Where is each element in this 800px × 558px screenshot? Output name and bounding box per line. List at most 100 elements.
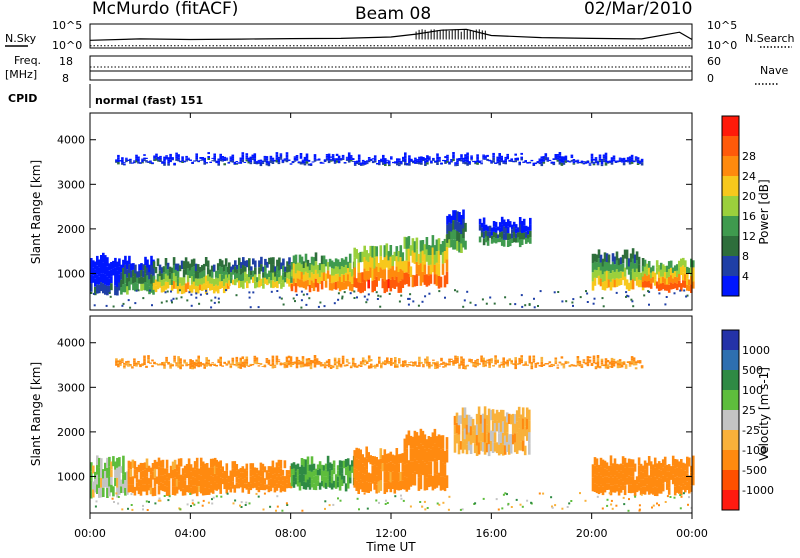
vel-cell (554, 359, 558, 361)
power-cell (594, 157, 598, 159)
vel-cell (520, 357, 523, 360)
vel-cell (570, 365, 574, 367)
vel-cell (459, 415, 463, 424)
power-cell (138, 270, 141, 278)
vel-cell (528, 409, 531, 421)
vel-speckle (542, 492, 545, 495)
vel-cell (267, 363, 271, 365)
power-cell (369, 256, 372, 268)
power-cell (233, 163, 237, 165)
vel-cell (108, 486, 111, 497)
vel-cell (485, 415, 489, 425)
power-cell (486, 226, 490, 232)
power-cell (490, 231, 494, 236)
vel-cell (596, 364, 600, 368)
power-cell (320, 280, 324, 290)
vel-cell (121, 360, 124, 362)
power-cell (458, 160, 461, 162)
vel-cell (249, 483, 253, 491)
power-cell (621, 254, 625, 264)
power-cell (474, 162, 477, 164)
vel-speckle (154, 502, 157, 505)
vel-cell (655, 487, 659, 497)
vel-cell (229, 367, 233, 369)
power-cell (98, 276, 101, 285)
power-cell (359, 163, 363, 165)
vel-speckle (332, 503, 335, 506)
power-cell (502, 239, 506, 247)
vel-cell (219, 359, 222, 362)
vel-cell (289, 361, 293, 365)
power-cell (609, 264, 613, 273)
vel-cell (476, 358, 479, 361)
power-cell (482, 158, 485, 160)
power-cell (412, 160, 415, 162)
power-cell (106, 257, 109, 267)
power-speckle (190, 293, 193, 296)
power-cell (420, 156, 423, 159)
vel-cell (129, 476, 133, 485)
power-cell (277, 160, 281, 163)
power-cell (104, 284, 107, 295)
x-tick-label: 04:00 (174, 527, 206, 540)
vel-cell (301, 364, 305, 368)
vel-cell (638, 360, 642, 362)
power-cell (418, 156, 421, 159)
power-cell (460, 156, 463, 158)
power-cell (143, 159, 146, 162)
vel-cell (241, 486, 245, 493)
power-speckle (379, 305, 382, 308)
power-cell (108, 285, 111, 294)
vel-cell (217, 461, 220, 469)
power-cell (625, 249, 629, 260)
power-cell (121, 161, 124, 163)
power-cell (570, 154, 574, 157)
vel-cell (624, 367, 628, 369)
power-speckle (235, 294, 238, 297)
power-cell (556, 157, 560, 160)
power-cell (110, 269, 113, 277)
power-cell (270, 280, 273, 288)
vel-cell (591, 477, 595, 485)
power-cell (450, 159, 453, 161)
vel-cell (237, 366, 241, 369)
vel-cell (119, 364, 122, 366)
power-speckle (165, 300, 168, 303)
vel-cell (344, 459, 348, 468)
power-cell (464, 156, 467, 160)
power-cell (393, 279, 397, 289)
vel-cell (124, 472, 127, 480)
power-cell (415, 249, 419, 262)
vel-cell (511, 424, 515, 435)
colorbar-tick-label: 1000 (742, 344, 770, 357)
vel-speckle (554, 504, 557, 507)
vel-cell (528, 359, 532, 362)
vel-cell (321, 364, 325, 366)
vel-cell (423, 434, 427, 449)
vel-cell (550, 363, 554, 365)
power-cell (626, 161, 630, 163)
power-cell (173, 163, 176, 165)
power-speckle (665, 296, 668, 298)
power-cell (458, 158, 461, 160)
vel-cell (568, 366, 572, 368)
power-cell (488, 231, 492, 238)
vel-cell (301, 358, 305, 362)
vel-cell (507, 413, 511, 424)
vel-cell (326, 471, 330, 480)
power-cell (387, 260, 391, 270)
power-cell (369, 158, 373, 160)
power-cell (448, 163, 451, 165)
power-cell (290, 277, 293, 283)
vel-cell (289, 359, 293, 362)
power-speckle (571, 301, 574, 304)
power-cell (130, 277, 133, 285)
power-cell (123, 162, 126, 164)
vel-cell (621, 464, 625, 474)
vel-cell (556, 364, 560, 366)
nsearch-label: N.Search (745, 32, 795, 45)
vel-cell (233, 469, 237, 477)
vel-cell (434, 365, 437, 368)
vel-cell (588, 359, 592, 362)
vel-cell (497, 412, 501, 423)
